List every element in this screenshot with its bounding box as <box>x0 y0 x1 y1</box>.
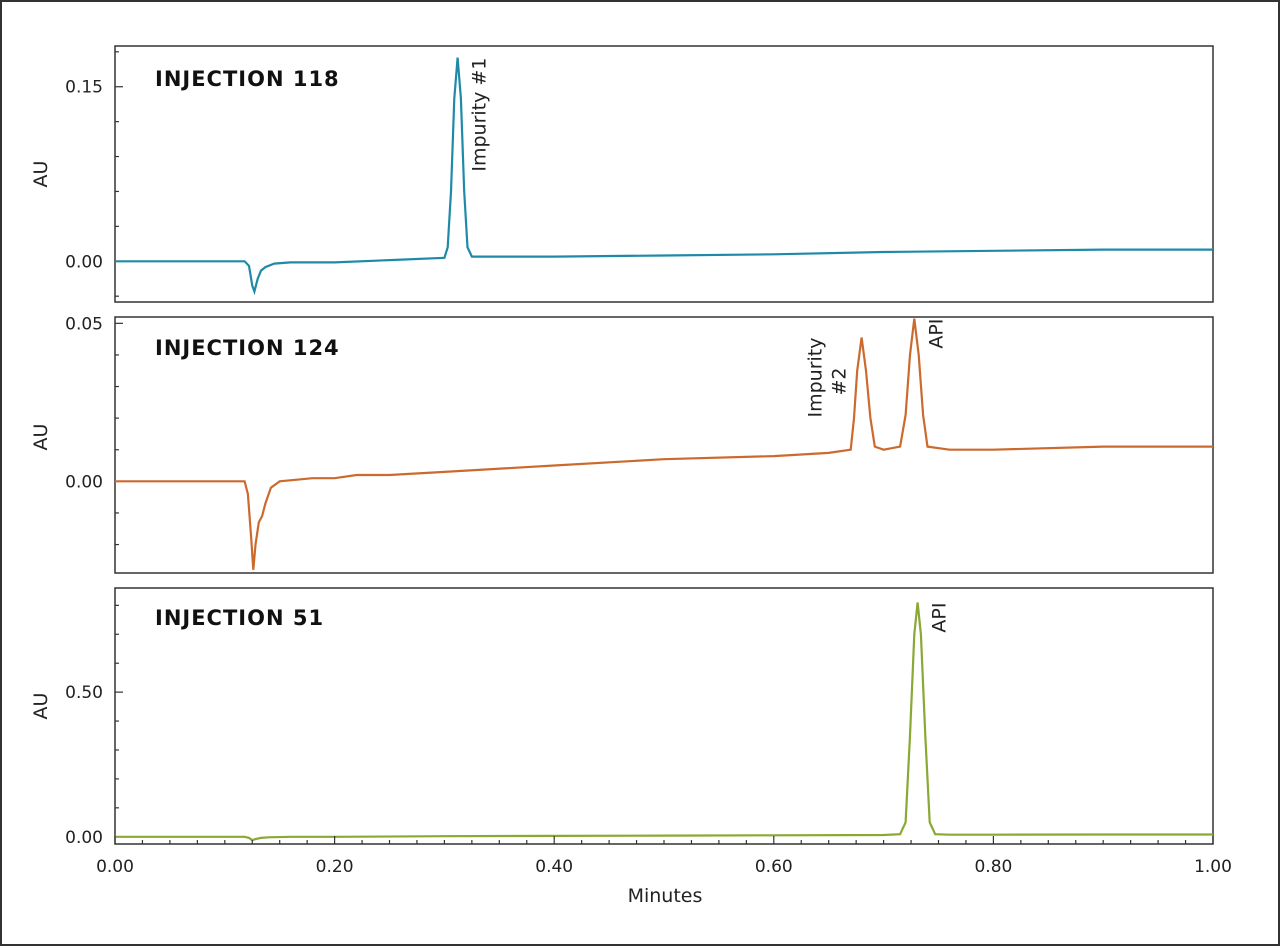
x-tick-label: 0.40 <box>535 857 573 877</box>
x-tick-label: 0.80 <box>974 857 1012 877</box>
peak-label-impurity-1: Impurity #1 <box>469 58 491 172</box>
series-line <box>115 57 1213 296</box>
plot-frame <box>114 45 1214 303</box>
series-line <box>115 602 1213 842</box>
panel-title: INJECTION 118 <box>155 67 340 91</box>
x-tick-label: 0.20 <box>316 857 354 877</box>
peak-label-impurity-2-line1: Impurity <box>805 338 827 418</box>
peak-label-api: API <box>925 319 947 349</box>
plot-frame <box>114 316 1214 574</box>
panel-injection-124: INJECTION 124 AU 0.00 0.05 Impurity #2 AP… <box>30 314 1214 574</box>
y-axis-title: AU <box>30 693 52 720</box>
y-tick-label: 0.50 <box>65 683 103 703</box>
peak-label-api: API <box>929 603 951 633</box>
panel-injection-118: INJECTION 118 AU 0.00 0.15 Impurity #1 <box>30 45 1214 303</box>
panel-title: INJECTION 51 <box>155 606 324 630</box>
x-tick-label: 1.00 <box>1194 857 1232 877</box>
panel-injection-51: INJECTION 51 AU 0.00 0.50 API 0.00 0.20 0.4… <box>30 587 1232 907</box>
y-axis-title: AU <box>30 424 52 451</box>
y-tick-label: 0.00 <box>65 252 103 272</box>
series-line <box>115 318 1213 570</box>
y-axis-ticks: 0.00 0.15 <box>65 51 123 297</box>
x-axis-title: Minutes <box>628 885 703 907</box>
y-tick-label: 0.05 <box>65 314 103 334</box>
x-axis-ticks: 0.00 0.20 0.40 0.60 0.80 1.00 <box>96 836 1232 877</box>
x-tick-label: 0.60 <box>755 857 793 877</box>
peak-label-impurity-2-line2: #2 <box>829 368 851 396</box>
x-tick-label: 0.00 <box>96 857 134 877</box>
y-tick-label: 0.00 <box>65 472 103 492</box>
y-tick-label: 0.15 <box>65 78 103 98</box>
y-axis-title: AU <box>30 161 52 188</box>
y-tick-label: 0.00 <box>65 828 103 848</box>
panel-title: INJECTION 124 <box>155 336 340 360</box>
y-axis-ticks: 0.00 0.50 <box>65 604 123 848</box>
